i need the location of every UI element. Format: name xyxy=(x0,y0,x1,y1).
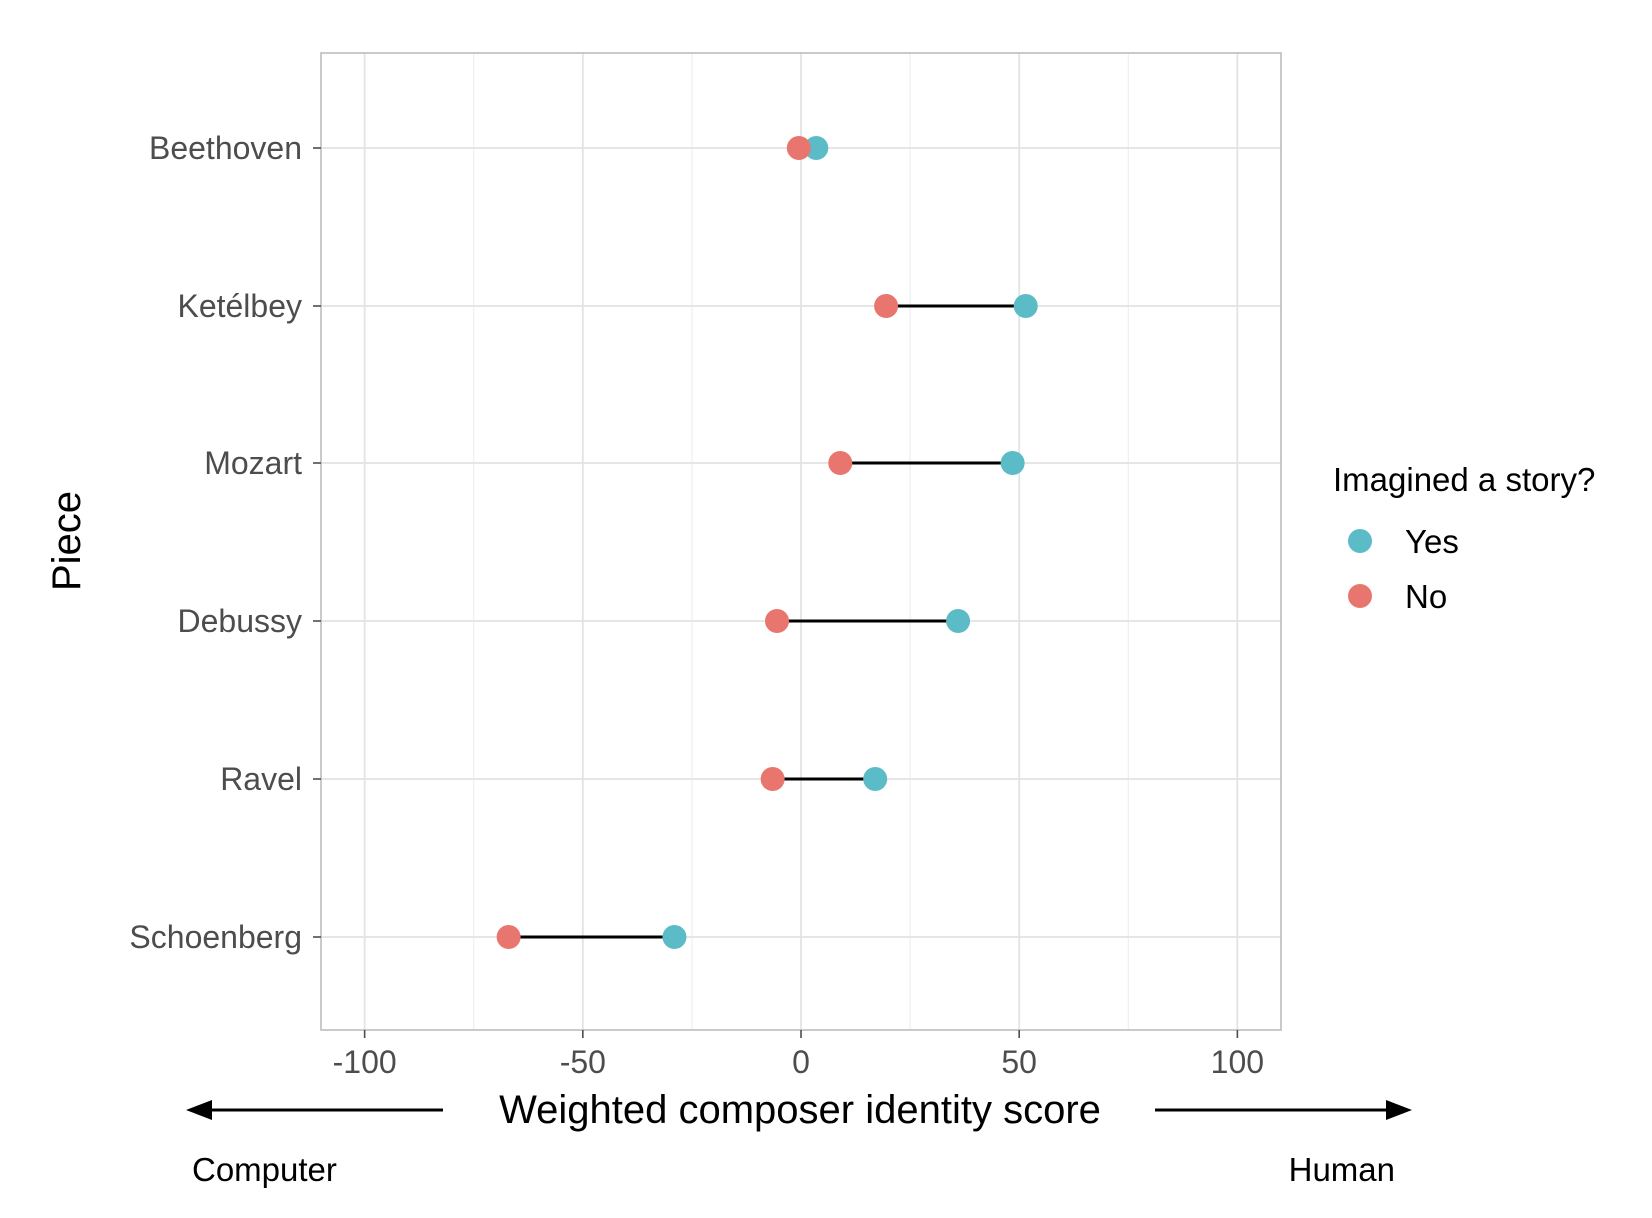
axis-ticks-layer xyxy=(313,147,1239,1038)
legend-key-no xyxy=(1348,584,1372,608)
point-no xyxy=(786,136,811,160)
x-tick-label: 100 xyxy=(1211,1044,1264,1080)
x-axis-title: Weighted composer identity score xyxy=(499,1088,1101,1132)
x-tick-label: -50 xyxy=(560,1044,606,1080)
point-yes xyxy=(662,925,687,949)
axis-endpoint-right-label: Human xyxy=(1289,1151,1395,1188)
y-tick-label: Ketélbey xyxy=(177,288,302,324)
point-yes xyxy=(863,767,888,791)
legend-label-no: No xyxy=(1405,578,1447,615)
x-tick-label: 0 xyxy=(792,1044,810,1080)
legend: Imagined a story? Yes No xyxy=(1333,461,1595,615)
y-axis-title: Piece xyxy=(45,491,89,591)
point-no xyxy=(496,925,521,949)
connector-layer xyxy=(508,146,1026,939)
point-no xyxy=(765,609,789,633)
y-tick-labels: Beethoven Ketélbey Mozart Debussy Ravel Schoe… xyxy=(129,130,302,955)
x-tick-labels: -100 -50 0 50 100 xyxy=(333,1044,1264,1080)
legend-label-yes: Yes xyxy=(1405,523,1459,560)
grid-layer xyxy=(321,53,1281,1030)
point-yes xyxy=(1013,294,1038,318)
point-no xyxy=(828,451,853,475)
legend-key-yes xyxy=(1348,529,1372,553)
axis-endpoint-left-label: Computer xyxy=(192,1151,337,1188)
legend-title: Imagined a story? xyxy=(1333,461,1595,498)
point-yes xyxy=(946,609,971,633)
point-no xyxy=(760,767,785,791)
x-tick-label: -100 xyxy=(333,1044,397,1080)
y-tick-label: Mozart xyxy=(204,445,302,481)
y-tick-label: Ravel xyxy=(220,761,302,797)
y-tick-label: Schoenberg xyxy=(129,919,302,955)
point-no xyxy=(874,294,899,318)
point-yes xyxy=(804,136,829,160)
x-tick-label: 50 xyxy=(1001,1044,1037,1080)
point-yes xyxy=(1000,451,1025,475)
left-arrow-head xyxy=(186,1100,212,1120)
right-arrow-head xyxy=(1386,1100,1412,1120)
y-tick-label: Beethoven xyxy=(149,130,302,166)
y-tick-label: Debussy xyxy=(178,603,303,639)
points-layer xyxy=(496,136,1038,949)
